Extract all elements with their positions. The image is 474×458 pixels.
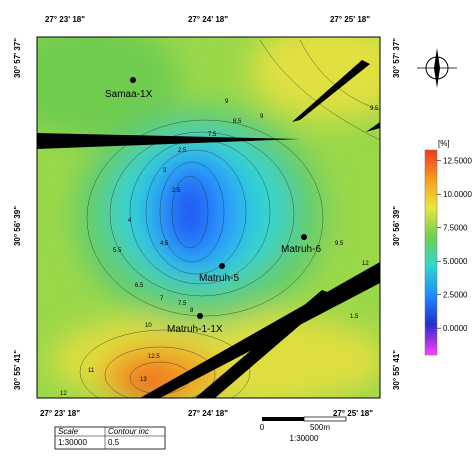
well-marker [130, 77, 136, 83]
colorbar-unit: [%] [438, 139, 450, 148]
coord-label: 27° 25' 18" [333, 409, 373, 418]
map-frame [36, 36, 381, 399]
contour-label: 3 [163, 168, 167, 174]
contour-label: 9.5 [370, 106, 379, 112]
contour-label: 9.5 [335, 241, 344, 247]
legend-box: Scale 1:30000 Contour inc 0.5 [54, 426, 166, 450]
coord-label: 30° 56' 39" [13, 206, 22, 246]
wells: Samaa-1X Matruh-6 Matruh-5 Matruh-1-1X [105, 77, 321, 335]
compass: N [417, 48, 457, 88]
contour-label: 4 [128, 218, 132, 224]
contour-label: 9 [260, 114, 264, 120]
well-label: Matruh-1-1X [167, 324, 223, 335]
well-label: Matruh-5 [199, 273, 239, 284]
coord-label: 30° 56' 39" [392, 206, 401, 246]
scale-label: 1:30000 [290, 434, 319, 443]
contour-label: 12 [60, 391, 67, 397]
contour-label: 7 [160, 296, 164, 302]
scale-label: 500m [310, 423, 330, 432]
contour-label: 7.5 [208, 132, 217, 138]
colorbar-tick-label: 10.0000 [443, 190, 472, 199]
coord-label: 27° 24' 18" [188, 15, 228, 24]
colorbar: [%] 12.5000 10.0000 7.5000 5.0000 2.5000 0.00… [424, 139, 472, 356]
well-marker [301, 234, 307, 240]
legend-text: Scale [58, 427, 79, 436]
contour-label: 5.5 [113, 248, 122, 254]
contour-label: 13 [140, 377, 147, 383]
contour-label: 7.5 [178, 301, 187, 307]
contour-label: 8 [190, 308, 194, 314]
coord-label: 27° 25' 18" [330, 15, 370, 24]
coordinates: 27° 23' 18" 27° 24' 18" 27° 25' 18" 27° … [13, 15, 401, 418]
contour-label: 8.5 [233, 119, 242, 125]
scale-bar: 0 500m 1:30000 [260, 416, 347, 443]
scale-label: 0 [260, 423, 265, 432]
coord-label: 30° 57' 37" [392, 38, 401, 78]
contour-label: 9 [225, 99, 229, 105]
coord-label: 30° 55' 41" [13, 350, 22, 390]
well-marker [219, 263, 225, 269]
contour-label: 11 [88, 368, 95, 374]
compass-label: N [434, 65, 440, 74]
coord-label: 27° 23' 18" [45, 15, 85, 24]
coord-label: 30° 57' 37" [13, 38, 22, 78]
contour-label: 10 [145, 323, 152, 329]
colorbar-tick-label: 0.0000 [443, 324, 468, 333]
contour-label: 2.5 [172, 188, 181, 194]
well-marker [197, 313, 203, 319]
legend-text: Contour inc [108, 427, 149, 436]
map-surface [37, 37, 380, 398]
contour-label: 1.5 [350, 314, 359, 320]
colorbar-tick-label: 5.0000 [443, 257, 468, 266]
coord-label: 27° 23' 18" [40, 409, 80, 418]
well-label: Matruh-6 [281, 244, 321, 255]
contour-label: 6.5 [135, 283, 144, 289]
contour-label: 2.5 [178, 148, 187, 154]
legend-text: 1:30000 [58, 438, 87, 447]
well-label: Samaa-1X [105, 89, 153, 100]
colorbar-tick-label: 2.5000 [443, 291, 468, 300]
colorbar-tick-label: 7.5000 [443, 224, 468, 233]
contour-label: 4.5 [160, 241, 169, 247]
contour-labels: 9 8.5 7.5 3 2.5 2.5 4 4.5 5.5 6.5 7 7.5 … [60, 99, 379, 397]
contour-label: 12 [362, 261, 369, 267]
coord-label: 30° 55' 41" [392, 350, 401, 390]
coord-label: 27° 24' 18" [188, 409, 228, 418]
legend-text: 0.5 [108, 438, 120, 447]
contour-label: 12.5 [148, 354, 160, 360]
colorbar-tick-label: 12.5000 [443, 157, 472, 166]
